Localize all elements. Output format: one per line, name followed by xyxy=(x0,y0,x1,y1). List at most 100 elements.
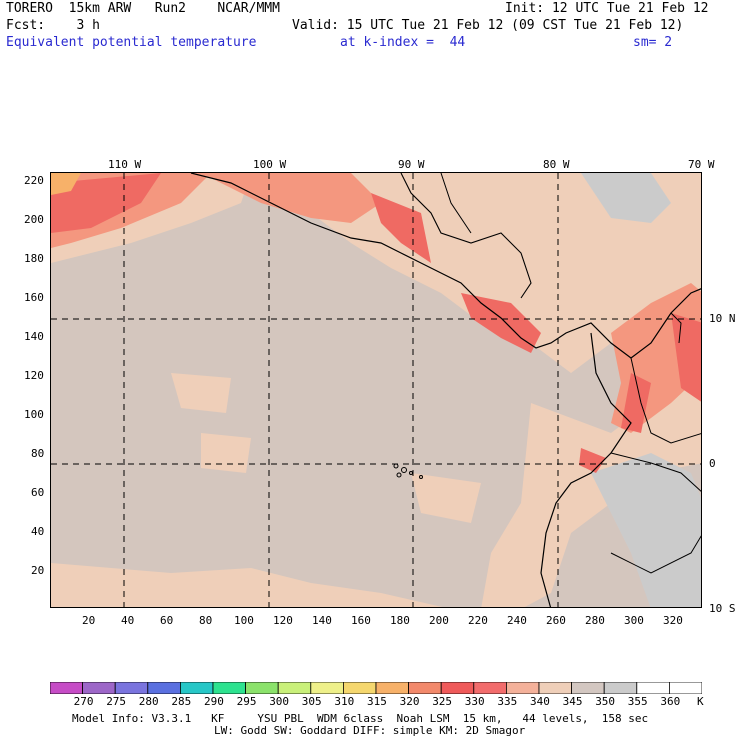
colorbar-label: 290 xyxy=(204,695,224,708)
y-tick: 60 xyxy=(31,486,45,499)
galapagos-island xyxy=(419,475,423,479)
x-tick: 80 xyxy=(199,614,213,627)
y-tick: 100 xyxy=(24,408,44,421)
colorbar-swatch xyxy=(114,682,149,694)
galapagos-island xyxy=(396,472,402,478)
colorbar-swatch xyxy=(375,682,409,694)
physics-info: LW: Godd SW: Goddard DIFF: simple KM: 2D… xyxy=(214,724,526,737)
y-tick: 160 xyxy=(24,291,44,304)
border-venezuela xyxy=(670,312,682,344)
y-tick: 40 xyxy=(31,525,45,538)
field-red-colombia xyxy=(621,373,651,433)
colorbar-label: 275 xyxy=(106,695,127,708)
colorbar-swatch xyxy=(571,682,605,694)
x-tick: 180 xyxy=(390,614,410,627)
colorbar-swatch xyxy=(50,682,83,694)
colorbar-label: 305 xyxy=(301,695,322,708)
colorbar-label: 315 xyxy=(367,695,387,708)
field-peach-patch xyxy=(171,373,231,413)
border-colombia xyxy=(630,357,701,444)
colorbar-label: 300 xyxy=(269,695,290,708)
field-red-nw xyxy=(51,173,161,233)
colorbar-label: 280 xyxy=(138,695,159,708)
border-guatemala xyxy=(440,173,472,234)
lat-label-10s: 10 S xyxy=(709,602,736,615)
field-peach-patch xyxy=(411,473,481,523)
level-info: at k-index = 44 xyxy=(340,35,466,50)
map-panel xyxy=(50,172,702,608)
galapagos-island xyxy=(401,467,407,473)
colorbar xyxy=(50,682,702,694)
y-tick: 180 xyxy=(24,252,44,265)
x-tick: 320 xyxy=(663,614,683,627)
colorbar-label: 350 xyxy=(595,695,616,708)
x-tick: 20 xyxy=(82,614,96,627)
x-tick: 60 xyxy=(160,614,174,627)
border-peru-brazil xyxy=(610,535,701,574)
colorbar-label: 325 xyxy=(432,695,453,708)
x-tick: 300 xyxy=(624,614,644,627)
lon-label-110w: 110 W xyxy=(108,158,142,171)
y-tick: 20 xyxy=(31,564,45,577)
colorbar-label: 340 xyxy=(530,695,550,708)
theta-e-field xyxy=(51,173,701,607)
colorbar-swatch xyxy=(212,682,246,694)
model-title: TORERO 15km ARW Run2 NCAR/MMM xyxy=(6,1,280,16)
lon-label-100w: 100 W xyxy=(253,158,287,171)
x-tick: 280 xyxy=(585,614,605,627)
colorbar-unit: K xyxy=(697,695,704,708)
x-tick: 140 xyxy=(312,614,332,627)
field-red-mexico xyxy=(371,193,431,263)
x-tick: 100 xyxy=(234,614,254,627)
field-grey-andes xyxy=(591,453,701,607)
x-tick: 220 xyxy=(468,614,488,627)
lon-label-70w: 70 W xyxy=(688,158,715,171)
colorbar-swatch xyxy=(473,682,507,694)
colorbar-swatch xyxy=(310,682,344,694)
colorbar-swatch xyxy=(636,682,670,694)
colorbar-swatch xyxy=(408,682,442,694)
colorbar-swatch xyxy=(669,682,702,694)
y-tick: 220 xyxy=(24,174,44,187)
coastline-pacific xyxy=(190,173,701,359)
colorbar-swatch xyxy=(603,682,638,694)
x-tick: 240 xyxy=(507,614,527,627)
colorbar-swatch xyxy=(245,682,279,694)
field-grey-north xyxy=(581,173,671,223)
y-tick: 120 xyxy=(24,369,44,382)
model-info: Model Info: V3.3.1 KF YSU PBL WDM 6class… xyxy=(72,712,649,725)
colorbar-label: 335 xyxy=(497,695,518,708)
valid-time: Valid: 15 UTC Tue 21 Feb 12 (09 CST Tue … xyxy=(292,18,684,33)
x-tick: 260 xyxy=(546,614,566,627)
colorbar-swatch xyxy=(440,682,475,694)
x-tick: 200 xyxy=(429,614,449,627)
colorbar-label: 360 xyxy=(660,695,681,708)
x-tick: 120 xyxy=(273,614,293,627)
y-tick: 80 xyxy=(31,447,45,460)
field-orange-corner xyxy=(51,173,81,195)
field-name: Equivalent potential temperature xyxy=(6,35,257,50)
lat-label-0: 0 xyxy=(709,457,716,470)
colorbar-swatch xyxy=(179,682,214,694)
y-tick: 200 xyxy=(24,213,44,226)
x-tick: 160 xyxy=(351,614,371,627)
field-peach-south xyxy=(51,563,443,607)
lon-label-80w: 80 W xyxy=(543,158,570,171)
x-tick: 40 xyxy=(121,614,135,627)
colorbar-swatch xyxy=(538,682,572,694)
colorbar-label: 330 xyxy=(464,695,485,708)
colorbar-swatch xyxy=(277,682,312,694)
forecast-hour: Fcst: 3 h xyxy=(6,18,100,33)
init-time: Init: 12 UTC Tue 21 Feb 12 xyxy=(505,1,709,16)
border-ecuador-peru xyxy=(610,452,701,492)
colorbar-swatch xyxy=(342,682,377,694)
lon-label-90w: 90 W xyxy=(398,158,425,171)
colorbar-label: 270 xyxy=(73,695,94,708)
colorbar-label: 295 xyxy=(236,695,257,708)
coastline-south-america xyxy=(540,332,632,607)
lat-label-10n: 10 N xyxy=(709,312,736,325)
colorbar-swatch xyxy=(82,682,116,694)
field-peach-patch xyxy=(201,433,251,473)
colorbar-label: 310 xyxy=(334,695,355,708)
colorbar-swatch xyxy=(505,682,540,694)
